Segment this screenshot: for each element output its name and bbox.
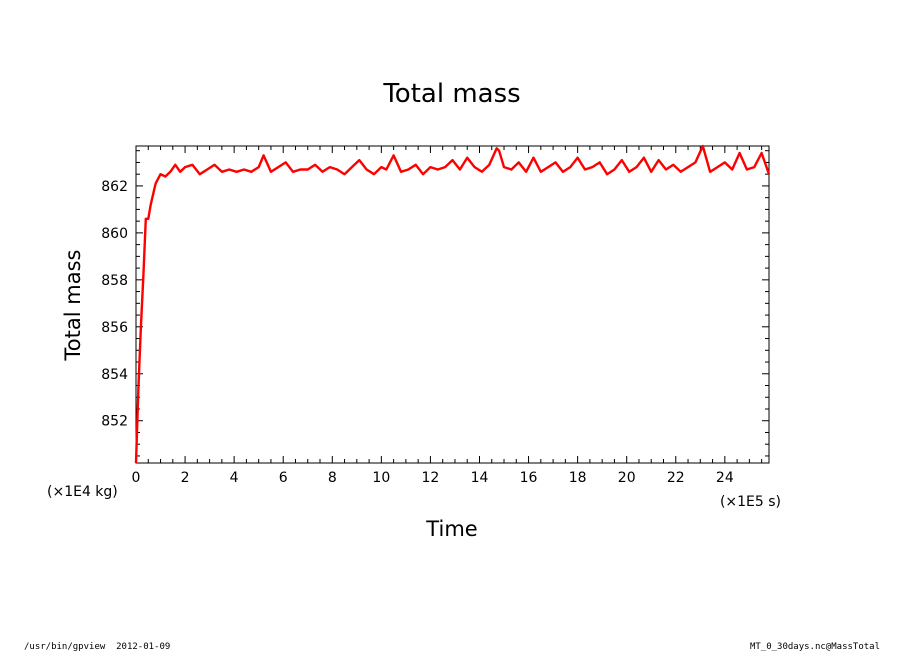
x-tick-label: 0 [132,470,141,486]
y-axis: 852 854 856 858 860 862 [101,150,769,457]
y-tick-label: 858 [101,273,128,289]
x-tick-label: 24 [716,470,734,486]
y-tick-label: 860 [101,226,128,242]
x-tick-label: 12 [422,470,440,486]
x-tick-label: 16 [520,470,538,486]
x-axis-unit: (×1E5 s) [720,494,781,510]
y-tick-label: 852 [101,414,128,430]
x-tick-label: 22 [667,470,685,486]
x-tick-label: 20 [618,470,636,486]
chart-title: Total mass [382,79,520,109]
x-tick-label: 4 [230,470,239,486]
y-tick-label: 856 [101,320,128,336]
x-tick-label: 14 [471,470,489,486]
x-tick-label: 6 [279,470,288,486]
y-tick-label: 854 [101,367,128,383]
x-tick-label: 10 [372,470,390,486]
y-axis-unit: (×1E4 kg) [47,484,118,500]
y-tick-label: 862 [101,179,128,195]
plot-border [135,145,770,464]
x-tick-label: 2 [181,470,190,486]
footer-right: MT_0_30days.nc@MassTotal [749,642,880,652]
series-group [134,144,771,464]
x-tick-label: 8 [328,470,337,486]
plot-frame [135,145,770,464]
y-axis-label: Total mass [61,250,85,362]
x-axis: 0 2 4 6 8 10 12 14 16 18 20 22 24 [132,146,763,486]
x-tick-label: 18 [569,470,587,486]
x-axis-label: Time [425,517,477,541]
series-line [134,144,771,464]
footer-left: /usr/bin/gpview 2012-01-09 [24,642,171,652]
